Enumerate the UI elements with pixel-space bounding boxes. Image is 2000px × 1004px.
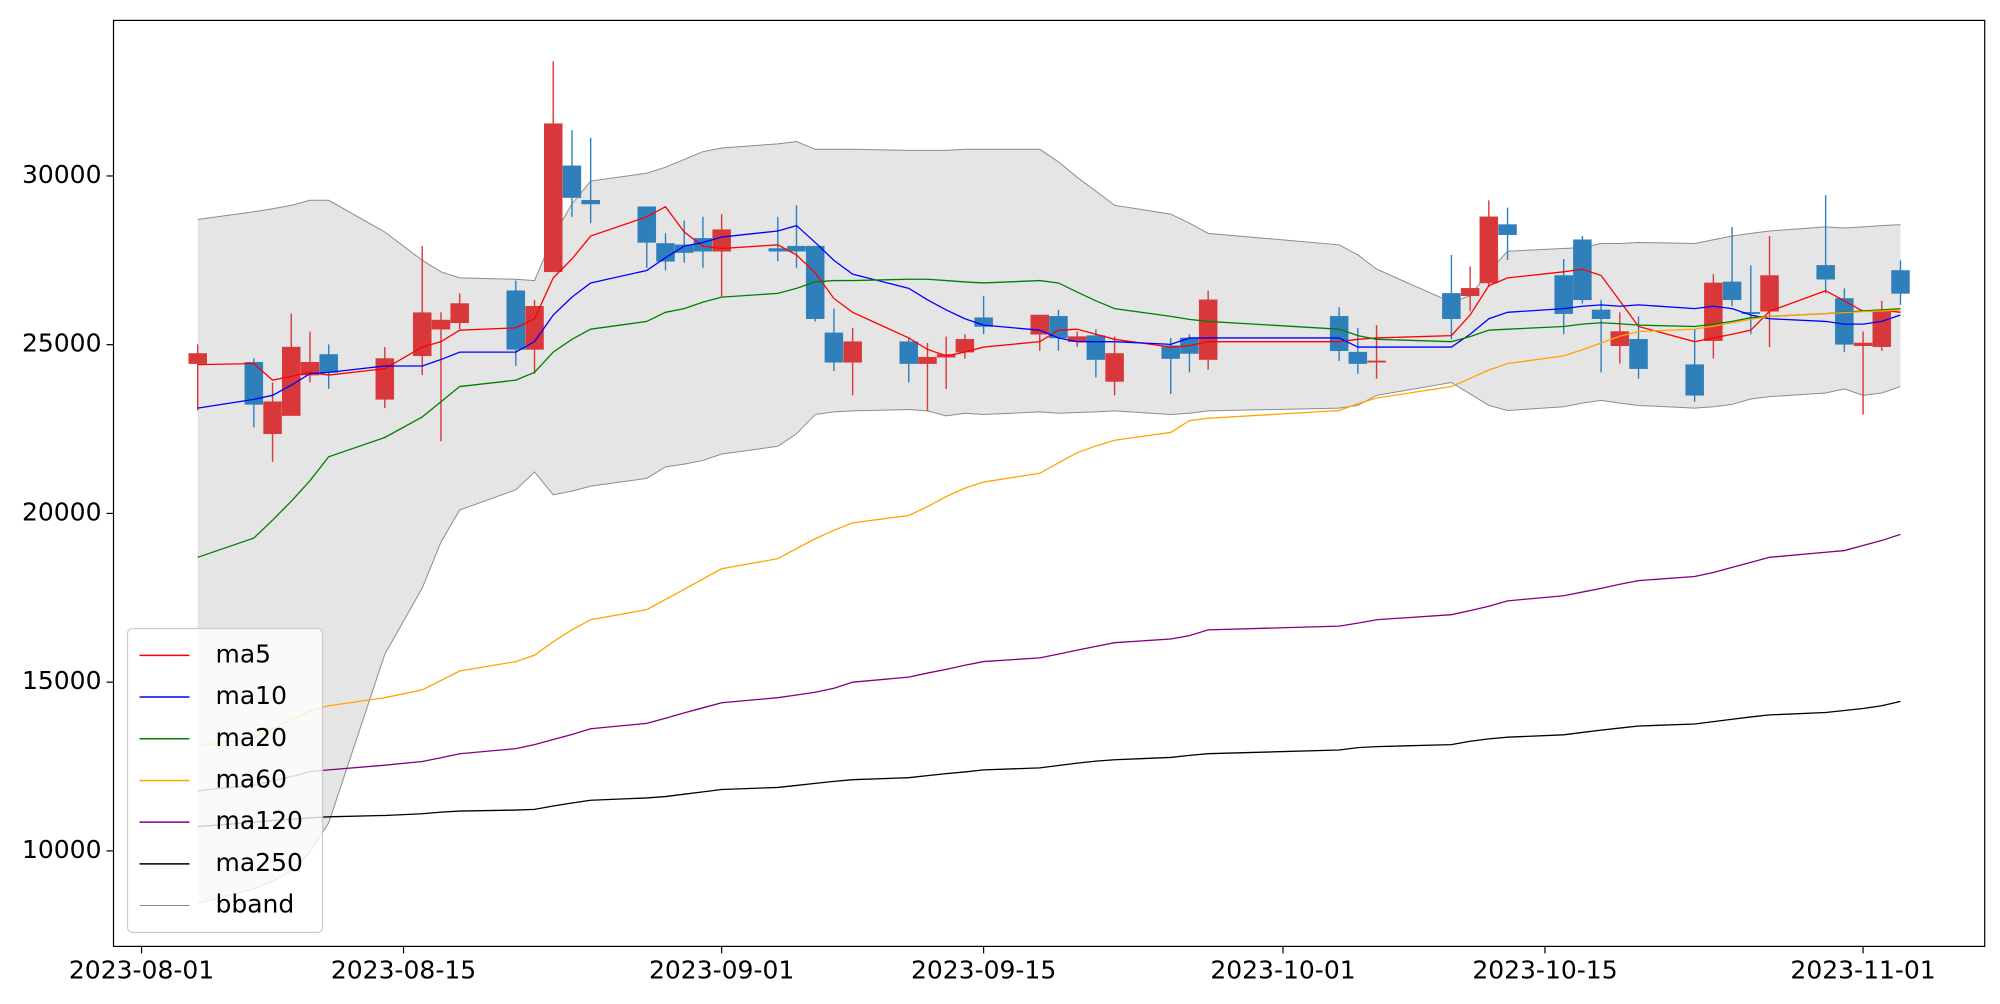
candle-body [450,303,469,324]
legend-label: ma20 [216,723,287,752]
candle-body [1367,360,1386,363]
candle-body [899,341,919,364]
candle-body [1030,314,1049,335]
candle-body [543,123,563,273]
candle-body [824,332,844,363]
y-tick-label: 30000 [22,160,102,189]
legend: ma5 ma10 ma20 ma60 ma120 ma250 bband [126,627,324,933]
ma-line [197,278,1901,558]
y-tick-label: 25000 [22,329,102,358]
candle-body [1498,224,1517,235]
candle-body [412,312,432,357]
legend-label: ma120 [216,806,303,835]
x-tick-label: 2023-09-15 [911,955,1056,984]
candle-body [506,290,526,350]
legend-label: ma10 [216,681,287,710]
candle-body [1685,364,1704,396]
candle-body [1442,293,1461,319]
band-lower [197,381,1901,904]
candle-body [1835,298,1854,345]
candle-body [1591,309,1611,319]
candle-body [244,362,264,405]
candle-body [656,243,675,262]
candle-body [282,346,301,416]
candle-body [1704,282,1723,341]
candle-body [1086,335,1106,360]
candle-body [1853,342,1873,346]
plot-frame [112,19,1986,947]
candle-body [637,206,657,243]
candle-body [1722,281,1742,301]
candle-body [1460,288,1480,297]
candle-body [1872,309,1892,347]
ma-line [197,533,1901,792]
candle-body [1161,345,1180,359]
plot [188,61,1910,904]
x-tick-label: 2023-10-15 [1472,955,1617,984]
x-tick-label: 2023-11-01 [1790,955,1935,984]
candle-body [525,305,544,350]
ma-line [197,309,1901,747]
candle-body [300,362,320,376]
y-tick-label: 10000 [22,835,102,864]
y-tick-label: 15000 [22,666,102,695]
candle-body [562,165,582,198]
candle-body [918,356,937,364]
candle-body [1629,339,1648,369]
candle-body [263,401,282,435]
candle-body [581,200,600,205]
candle-body [674,244,694,253]
ma-line [197,205,1901,381]
ma-line [197,224,1901,409]
candle-body [1198,299,1218,360]
candle-body [1554,275,1573,314]
candle-body [1329,316,1349,352]
candle-body [1891,270,1910,294]
x-tick-label: 2023-10-01 [1210,955,1355,984]
legend-label: bband [216,890,295,919]
legend-label: ma60 [216,764,287,793]
legend-label: ma5 [216,639,272,668]
legend-label: ma250 [216,848,303,877]
candle-body [1479,216,1499,284]
candle-body [787,245,806,252]
candle-body [1816,265,1835,280]
band-upper [197,141,1901,303]
candle-body [1348,351,1368,364]
x-tick-label: 2023-09-01 [649,955,794,984]
legend-frame [126,627,324,933]
candle-body [712,229,731,252]
candle-body [1105,353,1124,382]
band-fill [197,141,1901,904]
candle-body [188,353,207,364]
ma-line [197,700,1901,828]
candle-body [1760,275,1779,312]
candle-body [319,354,338,373]
candle-body [431,319,451,330]
y-tick-label: 20000 [22,497,102,526]
x-tick-label: 2023-08-15 [331,955,476,984]
candle-body [1741,312,1761,314]
candle-body [843,341,862,363]
x-tick-label: 2023-08-01 [69,955,214,984]
